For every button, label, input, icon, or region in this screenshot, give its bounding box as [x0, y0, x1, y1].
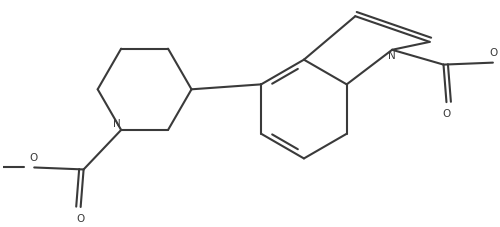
Text: O: O: [76, 214, 85, 224]
Text: O: O: [490, 48, 498, 58]
Text: N: N: [114, 119, 121, 129]
Text: N: N: [388, 51, 396, 61]
Text: O: O: [29, 153, 38, 163]
Text: O: O: [442, 109, 450, 119]
